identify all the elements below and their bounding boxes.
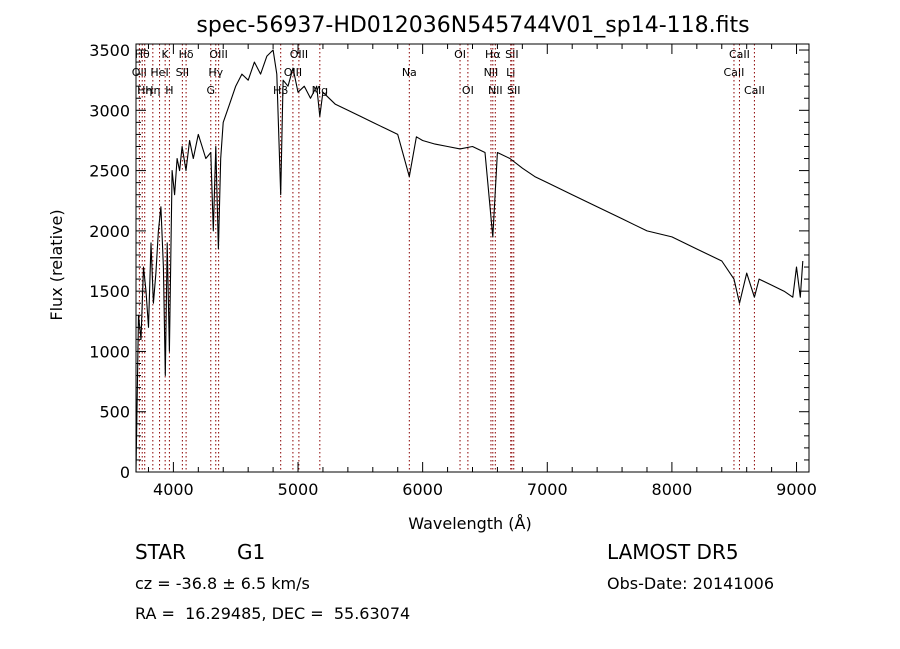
- marker-label-17: OI: [454, 48, 466, 61]
- marker-label-26: CaII: [729, 48, 750, 61]
- object-subclass: G1: [237, 540, 266, 564]
- marker-label-1: Hθ: [135, 48, 150, 61]
- marker-label-18: OI: [462, 84, 474, 97]
- plot-frame: [135, 43, 810, 473]
- y-tick-label-4: 2000: [89, 222, 130, 241]
- x-tick-label-4: 8000: [652, 480, 693, 499]
- coordinates: RA = 16.29485, DEC = 55.63074: [135, 604, 411, 623]
- x-tick-label-1: 5000: [278, 480, 319, 499]
- marker-label-25: CaII: [724, 66, 745, 79]
- marker-label-24: SII: [507, 84, 520, 97]
- spectral-line-markers: OIIHθHηHηHeIKHSIIHδGHγOIIIHβOIIIOIIIMgNa…: [132, 44, 765, 472]
- marker-label-16: Na: [402, 66, 417, 79]
- y-tick-label-0: 0: [120, 463, 130, 482]
- observation-date: Obs-Date: 20141006: [607, 574, 775, 593]
- redshift-value: cz = -36.8 ± 6.5 km/s: [135, 574, 310, 593]
- marker-label-11: OIII: [209, 48, 227, 61]
- y-axis-label: Flux (relative): [47, 209, 66, 320]
- x-axis-label: Wavelength (Å): [408, 514, 531, 533]
- marker-label-22: Li: [506, 66, 515, 79]
- marker-label-12: Hβ: [273, 84, 288, 97]
- y-tick-label-1: 500: [99, 403, 130, 422]
- y-tick-label-6: 3000: [89, 101, 130, 120]
- object-class: STAR: [135, 540, 186, 564]
- marker-label-2: Hη: [137, 84, 152, 97]
- y-tick-label-5: 2500: [89, 162, 130, 181]
- survey-name: LAMOST DR5: [607, 540, 739, 564]
- marker-label-4: HeI: [150, 66, 168, 79]
- spectrum-line-0: [135, 49, 804, 473]
- marker-label-13: OIII: [284, 66, 302, 79]
- chart-title: spec-56937-HD012036N545744V01_sp14-118.f…: [196, 13, 749, 38]
- marker-label-10: Hγ: [208, 66, 223, 79]
- marker-label-8: Hδ: [179, 48, 194, 61]
- marker-label-6: H: [165, 84, 173, 97]
- y-tick-label-2: 1000: [89, 342, 130, 361]
- marker-label-27: CaII: [744, 84, 765, 97]
- marker-label-23: SII: [505, 48, 518, 61]
- x-tick-label-5: 9000: [776, 480, 817, 499]
- marker-label-9: G: [207, 84, 216, 97]
- marker-label-5: K: [162, 48, 170, 61]
- marker-label-20: Hα: [485, 48, 501, 61]
- marker-label-7: SII: [176, 66, 189, 79]
- x-tick-label-0: 4000: [153, 480, 194, 499]
- marker-label-19: NII: [484, 66, 499, 79]
- y-tick-label-3: 1500: [89, 282, 130, 301]
- x-tick-label-3: 7000: [527, 480, 568, 499]
- marker-label-21: NII: [488, 84, 503, 97]
- x-tick-label-2: 6000: [402, 480, 443, 499]
- marker-label-14: OIII: [290, 48, 308, 61]
- spectrum-series: [135, 49, 804, 473]
- marker-label-3: Hη: [145, 84, 160, 97]
- y-tick-label-7: 3500: [89, 41, 130, 60]
- axes: 4000 5000 6000 7000 8000 9000 0 500 1000 1500 2000…: [89, 41, 817, 499]
